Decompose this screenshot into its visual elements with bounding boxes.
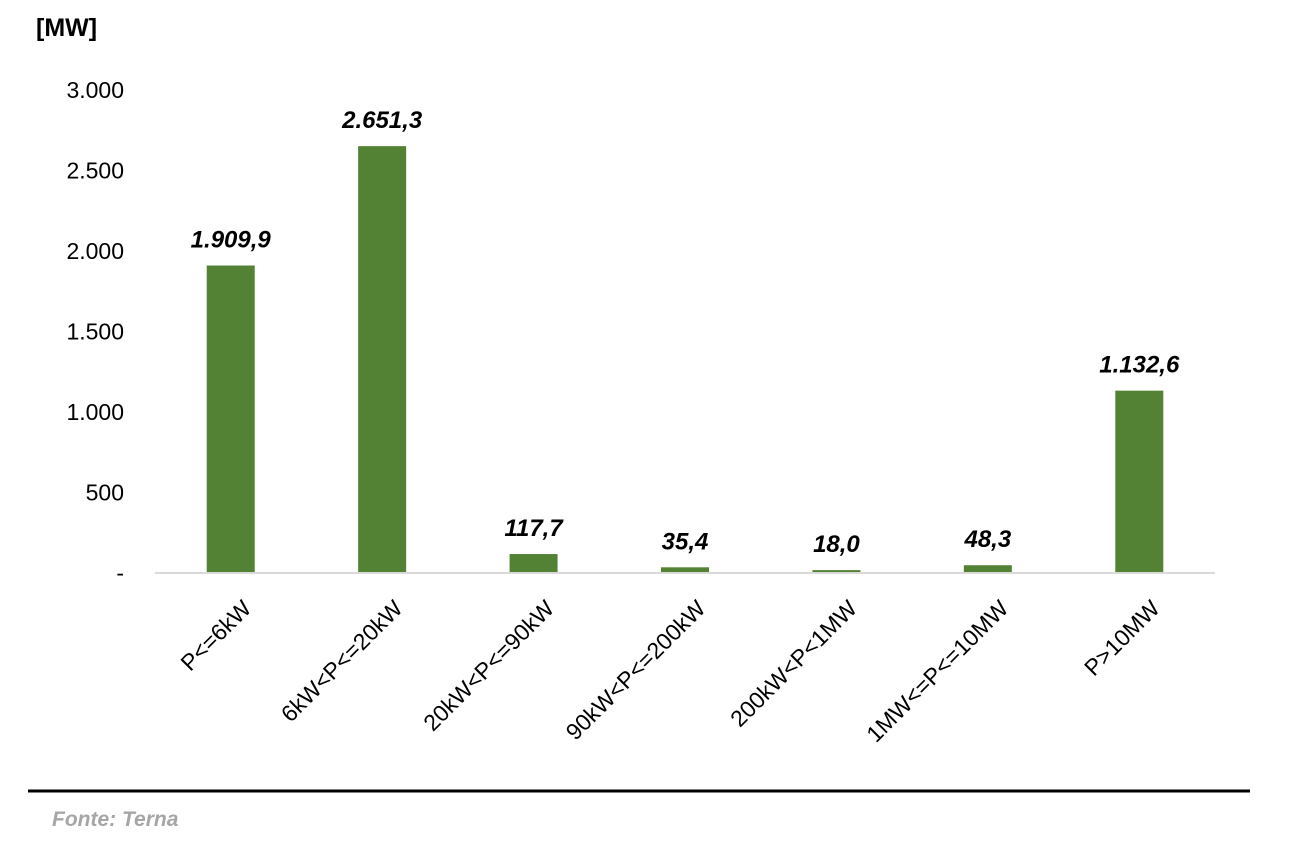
bar <box>1115 390 1164 573</box>
data-label: 35,4 <box>662 528 709 555</box>
category-labels: P<=6kW 6kW<P<=20kW 20kW<P<=90kW 90kW<P<=200… <box>175 595 1165 747</box>
y-tick-label: 2.000 <box>66 238 124 264</box>
data-label: 2.651,3 <box>341 107 423 134</box>
y-tick-label: 1.500 <box>66 319 124 345</box>
y-axis-ticks: - 500 1.000 1.500 2.000 2.500 3.000 <box>66 77 124 586</box>
y-tick-label: 500 <box>86 480 124 506</box>
y-tick-label: 2.500 <box>66 158 124 184</box>
bar <box>812 570 861 573</box>
data-label: 48,3 <box>963 526 1011 553</box>
y-unit-label: [MW] <box>36 14 97 42</box>
data-labels: 1.909,9 2.651,3 117,7 35,4 18,0 48,3 1.132,6 <box>191 107 1180 558</box>
category-label: 20kW<P<=90kW <box>418 595 559 736</box>
y-tick-label: 3.000 <box>66 77 124 103</box>
category-label: 1MW<=P<=10MW <box>861 595 1013 747</box>
category-label: 90kW<P<=200kW <box>560 595 710 745</box>
data-label: 1.132,6 <box>1099 352 1180 379</box>
bar <box>206 265 255 573</box>
bar <box>963 565 1012 573</box>
category-label: 200kW<P<1MW <box>725 595 862 732</box>
data-label: 1.909,9 <box>191 227 272 254</box>
bar <box>661 567 709 573</box>
category-label: P>10MW <box>1079 595 1165 681</box>
category-label: 6kW<P<=20kW <box>276 595 408 727</box>
y-tick-label: - <box>116 560 124 586</box>
bar <box>358 146 407 574</box>
source-note: Fonte: Terna <box>52 808 179 831</box>
bar <box>509 554 558 573</box>
category-label: P<=6kW <box>175 595 256 676</box>
data-label: 117,7 <box>504 515 564 542</box>
data-label: 18,0 <box>813 531 860 558</box>
bars <box>206 146 1164 574</box>
y-tick-label: 1.000 <box>66 399 124 425</box>
